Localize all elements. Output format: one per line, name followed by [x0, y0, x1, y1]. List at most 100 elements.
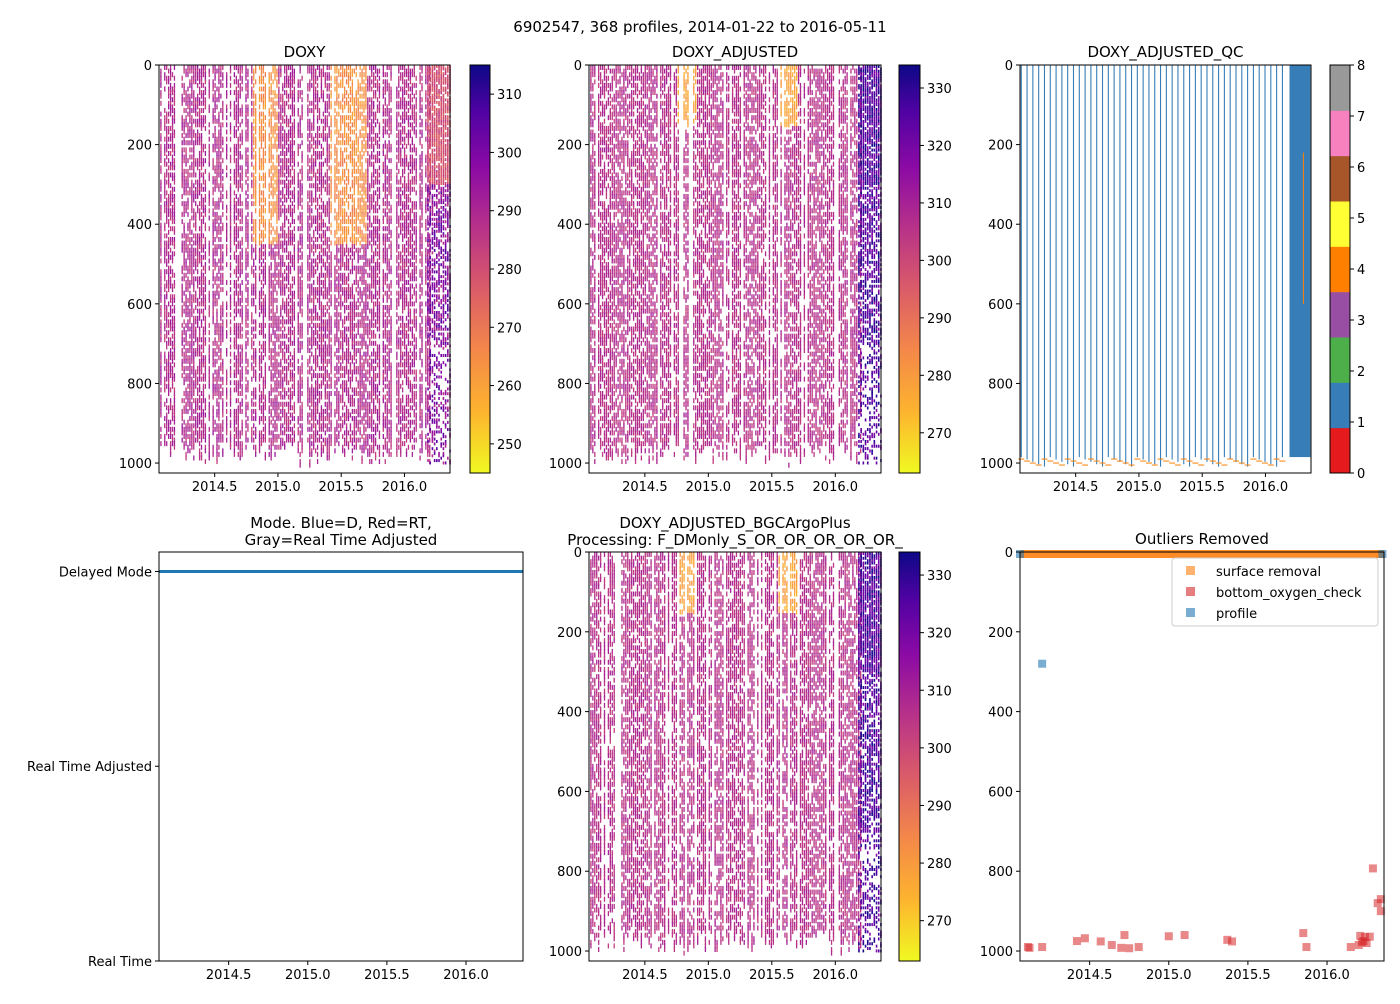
heatmap-cell — [166, 262, 168, 268]
heatmap-cell — [222, 115, 224, 121]
heatmap-cell — [245, 283, 247, 289]
heatmap-cell — [222, 211, 224, 217]
heatmap-cell — [309, 287, 311, 293]
heatmap-cell — [253, 387, 255, 393]
heatmap-cell — [202, 265, 205, 271]
heatmap-cell — [202, 204, 205, 210]
heatmap-cell — [220, 219, 222, 225]
heatmap-cell — [324, 416, 326, 422]
heatmap-cell — [326, 143, 328, 149]
heatmap-cell — [309, 322, 311, 328]
heatmap-cell — [202, 107, 205, 113]
heatmap-cell — [164, 208, 166, 214]
heatmap-cell — [301, 219, 303, 225]
heatmap-cell — [233, 172, 236, 178]
heatmap-cell — [216, 154, 218, 160]
heatmap-cell — [270, 240, 272, 246]
heatmap-cell — [264, 254, 266, 260]
heatmap-cell — [191, 161, 193, 167]
heatmap-cell — [195, 376, 197, 382]
heatmap-cell — [258, 416, 261, 422]
heatmap-cell — [187, 122, 189, 128]
heatmap-cell — [326, 254, 328, 260]
heatmap-cell — [198, 254, 201, 260]
heatmap-cell — [173, 297, 176, 303]
heatmap-cell — [235, 158, 237, 164]
heatmap-cell — [218, 118, 220, 124]
heatmap-cell — [218, 258, 220, 264]
heatmap-cell — [183, 183, 185, 189]
heatmap-cell — [193, 240, 195, 246]
heatmap-cell — [200, 165, 203, 171]
heatmap-cell — [239, 391, 241, 397]
heatmap-cell — [218, 236, 220, 242]
heatmap-cell — [189, 319, 191, 325]
heatmap-cell — [251, 65, 253, 70]
heatmap-cell — [264, 423, 266, 429]
heatmap-cell — [284, 150, 286, 156]
heatmap-cell — [314, 179, 317, 185]
heatmap-cell — [326, 348, 328, 354]
heatmap-cell — [280, 426, 282, 432]
heatmap-cell — [171, 283, 174, 289]
heatmap-cell — [218, 186, 220, 192]
heatmap-cell — [272, 441, 274, 447]
heatmap-cell — [301, 412, 303, 418]
heatmap-cell — [229, 444, 232, 450]
heatmap-cell — [270, 179, 272, 185]
heatmap-cell — [326, 258, 328, 264]
heatmap-cell — [173, 93, 176, 99]
heatmap-cell — [229, 423, 232, 429]
heatmap-cell — [214, 358, 216, 364]
heatmap-cell — [247, 133, 249, 139]
heatmap-cell — [309, 68, 311, 74]
heatmap-cell — [289, 140, 292, 146]
heatmap-cell — [251, 315, 253, 321]
heatmap-cell — [320, 308, 323, 314]
heatmap-cell — [309, 140, 311, 146]
heatmap-cell — [197, 412, 199, 418]
heatmap-cell — [193, 118, 195, 124]
heatmap-cell — [169, 143, 172, 149]
heatmap-cell — [274, 348, 276, 354]
heatmap-cell — [200, 376, 203, 382]
heatmap-cell — [324, 283, 326, 289]
heatmap-cell — [247, 193, 249, 199]
heatmap-cell — [204, 226, 207, 232]
heatmap-cell — [245, 118, 247, 124]
heatmap-cell — [235, 133, 237, 139]
heatmap-cell — [191, 405, 193, 411]
heatmap-cell — [326, 455, 328, 461]
heatmap-cell — [258, 376, 261, 382]
heatmap-cell — [183, 176, 185, 182]
heatmap-cell — [314, 176, 317, 182]
heatmap-cell — [268, 312, 270, 318]
heatmap-cell — [282, 161, 284, 167]
heatmap-cell — [264, 276, 266, 282]
heatmap-cell — [299, 297, 301, 303]
heatmap-cell — [307, 437, 309, 443]
heatmap-cell — [247, 82, 249, 88]
heatmap-cell — [297, 391, 299, 397]
heatmap-cell — [320, 154, 323, 160]
heatmap-cell — [189, 254, 191, 260]
heatmap-cell — [212, 391, 214, 397]
heatmap-cell — [314, 262, 317, 268]
heatmap-cell — [181, 183, 183, 189]
heatmap-cell — [320, 279, 323, 285]
heatmap-cell — [198, 208, 201, 214]
heatmap-cell — [237, 426, 239, 432]
heatmap-cell — [258, 65, 261, 70]
heatmap-cell — [322, 183, 325, 189]
heatmap-cell — [264, 394, 266, 400]
heatmap-cell — [262, 312, 265, 318]
heatmap-cell — [216, 204, 218, 210]
heatmap-cell — [293, 358, 296, 364]
heatmap-cell — [241, 333, 243, 339]
heatmap-cell — [326, 287, 328, 293]
heatmap-cell — [322, 355, 325, 361]
heatmap-cell — [208, 240, 210, 246]
heatmap-cell — [198, 215, 201, 221]
heatmap-cell — [189, 65, 191, 70]
heatmap-cell — [218, 93, 220, 99]
